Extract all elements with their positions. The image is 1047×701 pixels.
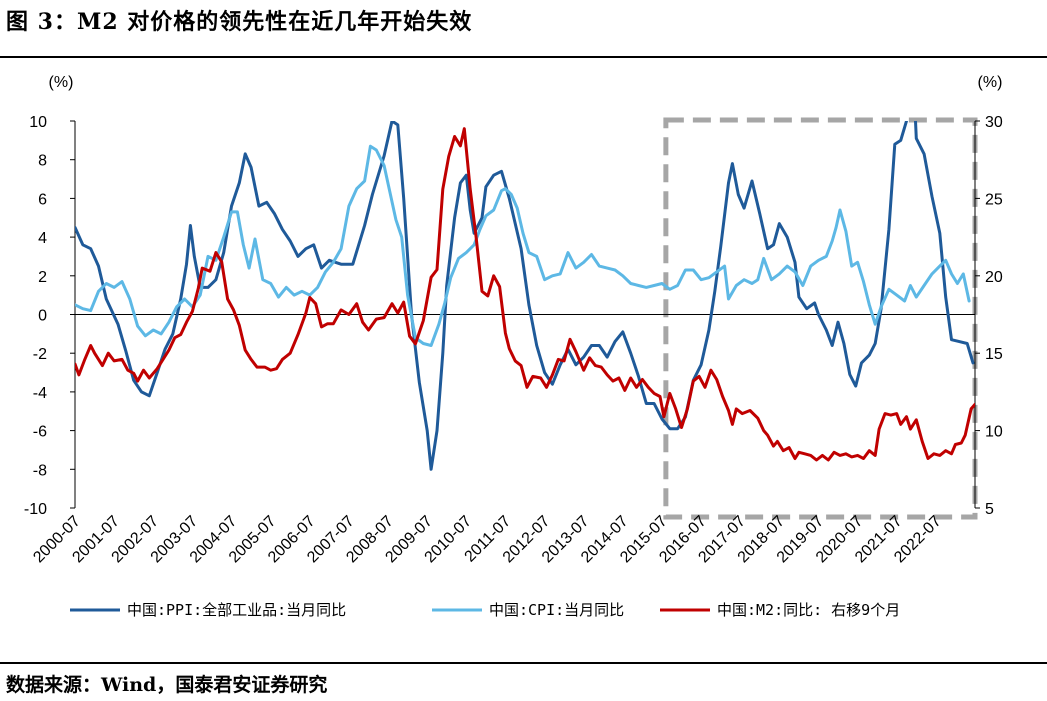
top-rule [0,56,1047,58]
right-tick-label: 20 [985,269,1003,286]
left-tick-label: 0 [38,308,47,325]
left-tick-label: 2 [38,269,47,286]
right-tick-label: 5 [985,501,994,518]
left-tick-label: -8 [33,462,47,479]
figure-title: 图 3：M2 对价格的领先性在近几年开始失效 [6,9,473,35]
source-note: 数据来源：Wind，国泰君安证券研究 [6,674,328,696]
right-tick-label: 10 [985,424,1003,441]
right-tick-label: 15 [985,346,1003,363]
left-tick-label: 4 [38,230,47,247]
right-axis-unit: (%) [978,74,1003,91]
bottom-rule [0,662,1047,664]
legend-label-2: 中国:CPI:当月同比 [489,601,624,619]
legend-label-3: 中国:M2:同比: 右移9个月 [717,601,900,619]
left-axis-unit: (%) [49,74,74,91]
chart: (%) (%)1086420-2-4-6-8-10302520151052000-… [24,74,1003,619]
legend-label-1: 中国:PPI:全部工业品:当月同比 [127,601,346,619]
left-tick-label: -2 [33,346,47,363]
right-tick-label: 30 [985,114,1003,131]
left-tick-label: 8 [38,153,47,170]
left-tick-label: -10 [24,501,47,518]
left-tick-label: -4 [33,385,47,402]
series-line-2 [75,144,971,347]
right-tick-label: 25 [985,191,1003,208]
left-tick-label: -6 [33,424,47,441]
series-line-3 [75,127,975,462]
left-tick-label: 6 [38,191,47,208]
left-tick-label: 10 [29,114,47,131]
